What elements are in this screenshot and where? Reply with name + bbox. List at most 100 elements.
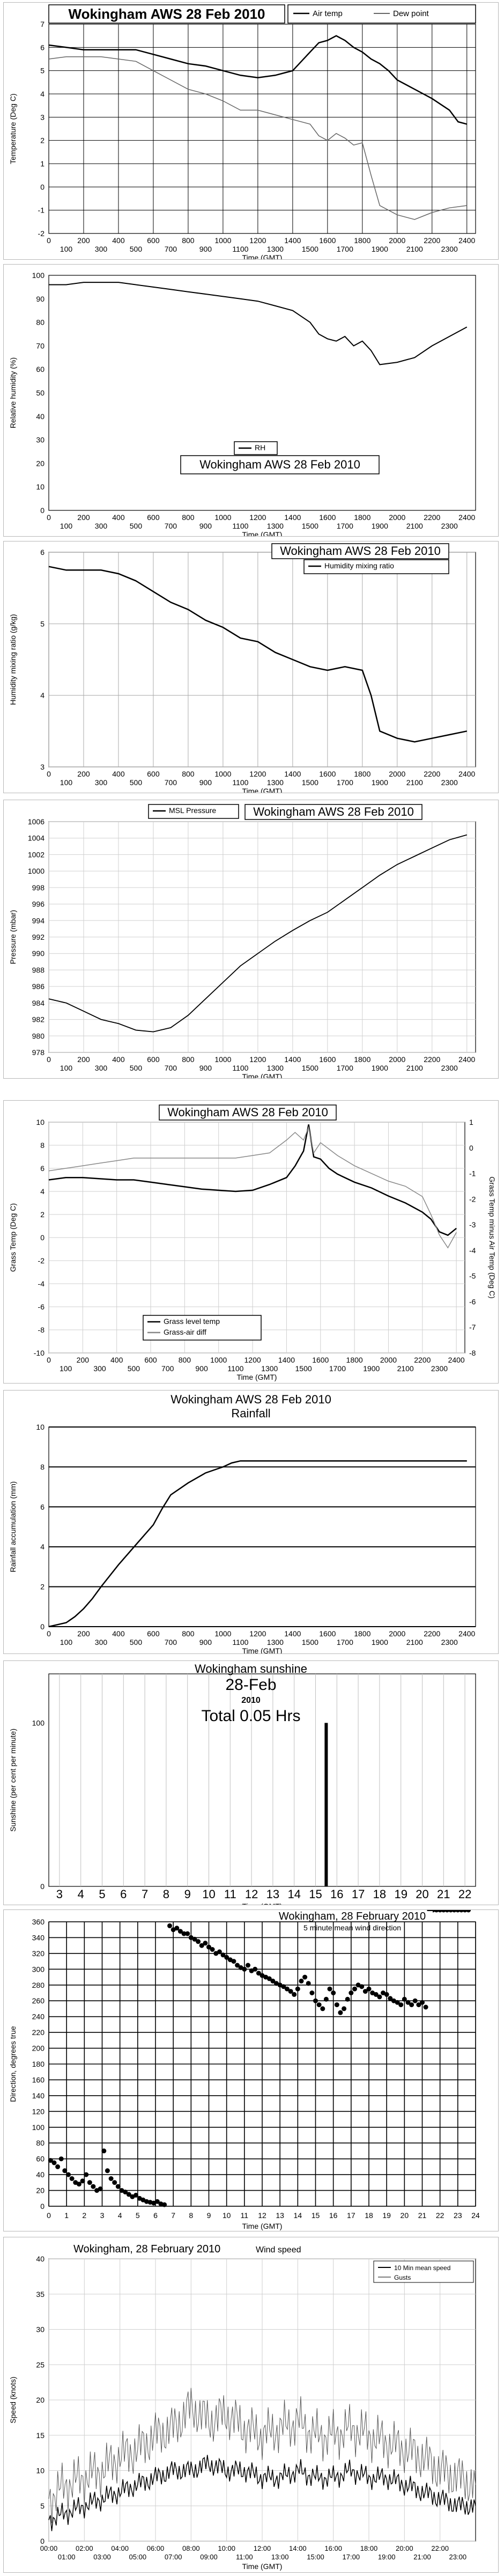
mixing-ratio-chart: 3 4 5 6 0 200 400 600 800 1000 1200 1400 1600 1800 200… [9, 543, 476, 793]
plot-area [48, 24, 476, 234]
wind-direction-point [62, 2168, 68, 2174]
x-tick-label: 8 [163, 1887, 169, 1901]
x-tick-label: 800 [182, 1055, 195, 1064]
y-tick-label: 0 [40, 1233, 45, 1242]
x-tick-label: 9 [184, 1887, 191, 1901]
x-tick-label: 00:00 [40, 2544, 58, 2552]
x-tick-label: 16:00 [324, 2544, 342, 2552]
y-tick-label: 60 [36, 365, 45, 374]
legend-entry: MSL Pressure [169, 806, 216, 815]
wind-direction-point [420, 2000, 425, 2005]
wind-direction-chart: 0204060801001201401601802002202402602803… [9, 1910, 480, 2230]
x-tick-label: 2000 [389, 770, 405, 778]
wind-direction-point [316, 2002, 322, 2008]
x-tick-label: 20 [401, 2211, 409, 2220]
x-tick-label: 1400 [284, 1629, 301, 1638]
wind-direction-point [345, 1996, 350, 2002]
wind-direction-point [188, 1935, 194, 1940]
x-tick-label: 2400 [458, 236, 475, 245]
x-tick-label: 1500 [302, 1064, 318, 1072]
x-axis-label: Time (GMT) [242, 2222, 283, 2230]
x-tick-label: 900 [199, 522, 212, 530]
x-tick-label: 500 [130, 1064, 143, 1072]
x-tick-label: 18 [365, 2211, 373, 2220]
y-tick-label: 0 [40, 1622, 45, 1631]
pressure-line [48, 834, 468, 1033]
x-tick-label: 0 [47, 1356, 51, 1364]
wind-direction-point [115, 2184, 121, 2189]
x-tick-label: 2200 [424, 1629, 440, 1638]
x-tick-label: 2200 [424, 513, 440, 522]
wind-direction-point [395, 2000, 400, 2005]
chart-title: Wokingham AWS 28 Feb 2010 [280, 544, 441, 558]
x-tick-label: 600 [147, 1055, 160, 1064]
wind-direction-point [388, 1996, 393, 2001]
x-tick-label: 1600 [319, 236, 336, 245]
x-tick-label: 100 [60, 1364, 72, 1373]
grass-air-diff-line [48, 1125, 457, 1249]
wind-direction-point [398, 2002, 404, 2008]
x-tick-label: 5 [99, 1887, 105, 1901]
x-tick-label: 19 [394, 1887, 407, 1901]
y-tick-label: 260 [32, 1996, 45, 2005]
wind-direction-point [423, 2004, 428, 2010]
x-tick-label: 2300 [441, 245, 458, 253]
y-tick-label: 40 [36, 412, 45, 421]
wind-direction-point [80, 2178, 85, 2184]
x-tick-label: 22:00 [431, 2544, 449, 2552]
x-tick-label: 17:00 [343, 2553, 360, 2561]
x-tick-label: 300 [95, 522, 108, 530]
x-tick-label: 13:00 [271, 2553, 289, 2561]
wind-direction-point [98, 2186, 103, 2192]
y-tick-label: 5 [40, 2501, 45, 2510]
y2-tick-label: -3 [469, 1220, 476, 1229]
x-tick-label: 1200 [249, 1055, 266, 1064]
x-tick-label: 12:00 [254, 2544, 271, 2552]
y2-axis-label: Grass Temp minus Air Temp (Deg C) [488, 1176, 496, 1298]
x-tick-label: 1100 [232, 1638, 248, 1646]
y-tick-label: 4 [40, 691, 45, 700]
x-tick-label: 14 [287, 1887, 300, 1901]
x-tick-label: 1900 [372, 522, 388, 530]
x-tick-label: 600 [147, 1629, 160, 1638]
chart-title: Wokingham AWS 28 Feb 2010 [199, 458, 360, 471]
y-tick-label: 0 [40, 1882, 45, 1891]
y2-tick-label: -5 [469, 1272, 476, 1280]
wind-direction-point [210, 1947, 215, 1952]
press-legend [148, 804, 239, 819]
x-tick-label: 0 [47, 513, 51, 522]
x-tick-label: 10:00 [218, 2544, 235, 2552]
wspd-legend [373, 2260, 474, 2283]
y-tick-label: 50 [36, 389, 45, 397]
x-tick-label: 100 [60, 245, 73, 253]
y-tick-label: 7 [40, 20, 45, 28]
x-tick-label: 500 [130, 778, 143, 787]
x-axis-label: Time (GMT) [242, 787, 283, 793]
title-box [159, 1104, 337, 1121]
wind-direction-point [284, 1986, 290, 1992]
rh-line [49, 282, 468, 365]
x-tick-label: 18 [373, 1887, 386, 1901]
y-tick-label: 80 [36, 318, 45, 327]
wind-direction-point [66, 2172, 71, 2177]
wind-direction-point [362, 1989, 368, 1994]
wind-direction-point [162, 2202, 167, 2207]
wind-direction-point [373, 1992, 379, 1997]
x-tick-label: 06:00 [147, 2544, 165, 2552]
x-tick-label: 7 [142, 1887, 148, 1901]
x-tick-label: 2200 [424, 1055, 440, 1064]
chart-panel-wind-speed: 0 5 10 15 20 25 30 35 40 00:00 02:00 04:00 06:00 08:0… [3, 2237, 499, 2573]
wind-direction-point [87, 2180, 92, 2185]
x-tick-label: 2300 [441, 522, 458, 530]
mixing-ratio-line [48, 566, 468, 743]
x-axis-label: Time (GMT) [242, 2562, 283, 2571]
y-tick-label: 0 [40, 2202, 45, 2211]
y-tick-label: 280 [32, 1981, 45, 1989]
y2-tick-label: -6 [469, 1297, 476, 1306]
x-tick-label: 2200 [424, 770, 440, 778]
y-tick-label: 100 [32, 2123, 45, 2132]
wind-direction-point [366, 1986, 372, 1992]
sunshine-bar [324, 1723, 328, 1886]
x-tick-label: 13 [276, 2211, 284, 2220]
